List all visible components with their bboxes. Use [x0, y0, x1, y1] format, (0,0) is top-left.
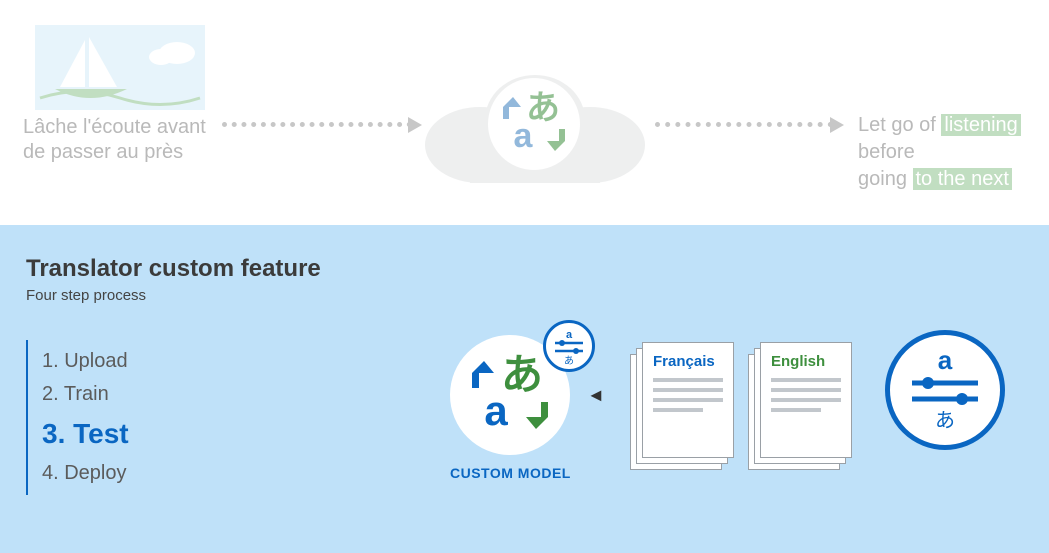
- svg-text:a: a: [514, 117, 534, 155]
- source-text: Lâche l'écoute avant de passer au près: [23, 115, 206, 165]
- custom-model-node: あ a a あ CUSTOM MODEL: [450, 335, 571, 481]
- step-train[interactable]: 2. Train: [42, 383, 129, 406]
- section-subtitle: Four step process: [26, 287, 146, 304]
- process-panel: Translator custom feature Four step proc…: [0, 225, 1049, 553]
- target-text: Let go of listening before going to the …: [858, 112, 1049, 193]
- tuning-badge: a あ: [543, 320, 595, 372]
- source-line-1: Lâche l'écoute avant: [23, 116, 206, 138]
- source-line-2: de passer au près: [23, 141, 183, 163]
- glyph-a: a: [938, 345, 953, 375]
- boat-scene-illustration: [35, 25, 205, 110]
- translator-badge: あ a: [488, 78, 580, 170]
- glyph-jp: あ: [935, 410, 955, 432]
- flow-arrow-left: [222, 122, 412, 127]
- translate-icon: あ a: [495, 85, 573, 163]
- doc-title-fr: Français: [653, 353, 733, 370]
- sliders-icon: a あ: [549, 326, 589, 366]
- back-caret-icon: ◄: [587, 385, 605, 406]
- step-deploy[interactable]: 4. Deploy: [42, 462, 129, 485]
- flow-arrow-right: [655, 122, 833, 127]
- doc-title-en: English: [771, 353, 851, 370]
- tuning-circle: a あ: [885, 330, 1005, 450]
- translation-flow-diagram: Lâche l'écoute avant de passer au près あ…: [0, 0, 1049, 225]
- arrowhead-icon: [830, 117, 844, 133]
- model-circle: あ a a あ: [450, 335, 570, 455]
- step-list: 1. Upload 2. Train 3. Test 4. Deploy: [26, 340, 129, 495]
- docs-stack-fr: Français: [630, 340, 740, 470]
- svg-text:a: a: [566, 329, 573, 341]
- highlight: to the next: [913, 168, 1012, 190]
- svg-text:a: a: [484, 387, 508, 434]
- svg-text:あ: あ: [564, 355, 574, 366]
- sliders-icon: a あ: [900, 345, 990, 435]
- docs-stack-en: English: [748, 340, 858, 470]
- sailboat-icon: [35, 25, 205, 110]
- step-upload[interactable]: 1. Upload: [42, 350, 129, 373]
- section-title: Translator custom feature: [26, 255, 321, 283]
- step-test[interactable]: 3. Test: [42, 418, 129, 450]
- translate-icon: あ a: [462, 347, 558, 443]
- custom-model-label: CUSTOM MODEL: [450, 465, 571, 481]
- highlight: listening: [941, 114, 1020, 136]
